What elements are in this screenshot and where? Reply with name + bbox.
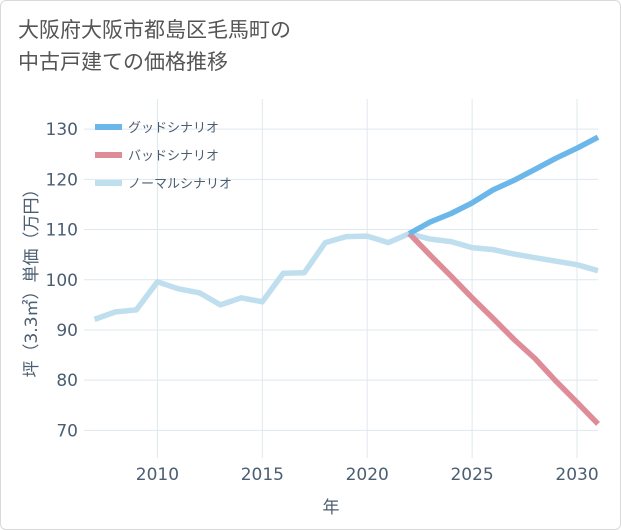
legend-label: ノーマルシナリオ [128,177,232,192]
chart-title-line-1: 大阪府大阪市都島区毛馬町の [18,18,291,42]
series-lines [93,134,600,426]
y-tick-label: 120 [46,170,78,190]
legend-label: グッドシナリオ [128,121,219,136]
y-tick-label: 80 [56,371,78,391]
x-tick-label: 2020 [346,465,389,485]
y-axis-ticks: 70 80 90 100 110 120 130 [46,120,78,441]
series-line-1 [407,231,600,426]
y-tick-label: 100 [46,271,78,291]
chart-title: 大阪府大阪市都島区毛馬町の 中古戸建ての価格推移 [18,14,291,78]
legend-label: バッドシナリオ [128,149,219,164]
x-tick-label: 2010 [136,465,179,485]
y-tick-label: 90 [56,321,78,341]
x-tick-label: 2025 [450,465,493,485]
y-tick-label: 70 [56,421,78,441]
x-axis-label: 年 [323,498,340,518]
x-axis-ticks: 2010 2015 2020 2025 2030 [136,465,599,485]
chart-title-line-2: 中古戸建ての価格推移 [18,50,228,74]
y-axis-label: 坪（3.3㎡）単価（万円） [22,180,42,377]
x-tick-label: 2015 [241,465,284,485]
y-tick-label: 130 [46,120,78,140]
grid-lines [84,99,598,458]
y-tick-label: 110 [46,221,78,241]
series-line-2 [93,230,599,322]
x-tick-label: 2030 [555,465,598,485]
series-line-0 [407,134,600,237]
